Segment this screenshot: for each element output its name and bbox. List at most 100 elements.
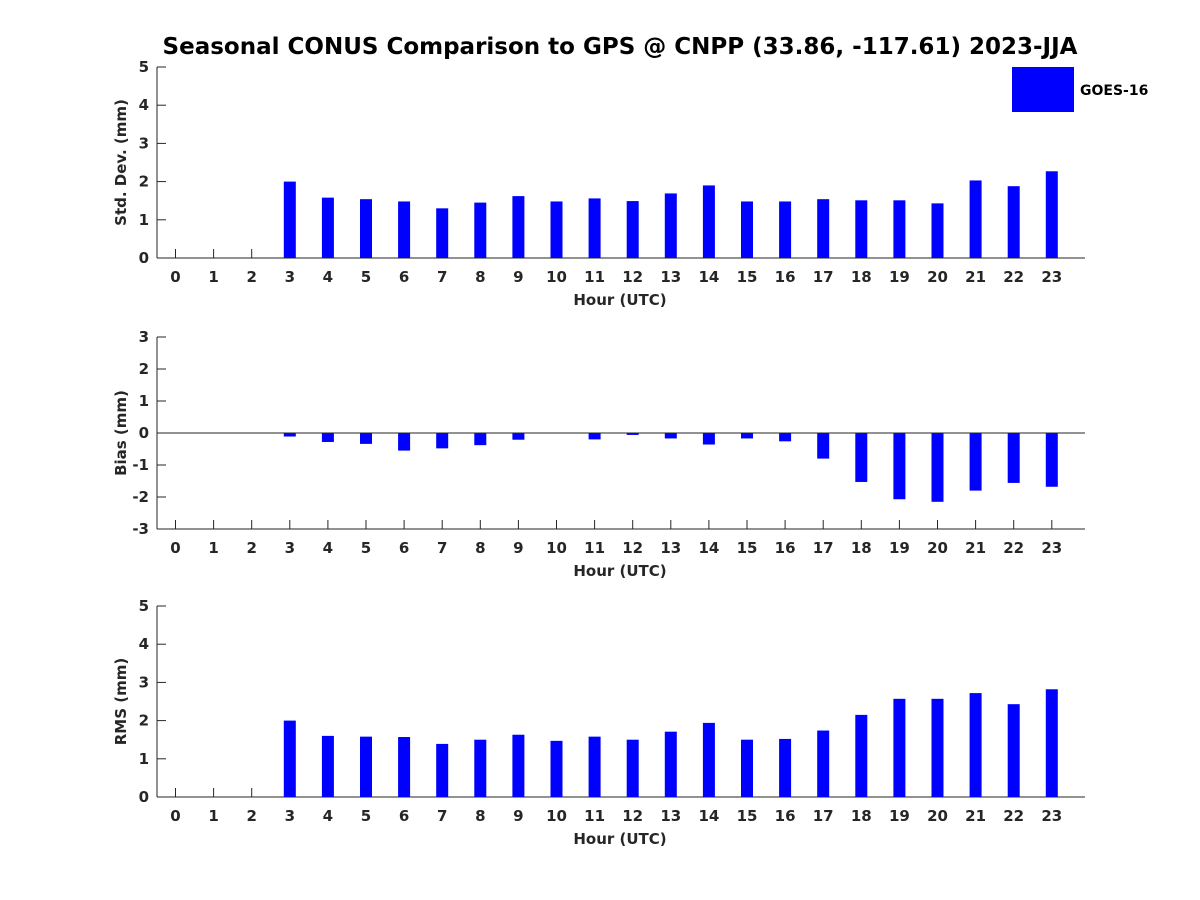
bar <box>588 736 601 797</box>
bar <box>702 722 715 797</box>
bar <box>436 743 449 797</box>
y-tick-label: 0 <box>139 788 149 806</box>
bar <box>931 698 944 797</box>
x-tick-label: 8 <box>475 268 485 286</box>
x-tick-label: 4 <box>323 539 333 557</box>
bar <box>398 737 411 797</box>
x-tick-label: 3 <box>285 807 295 825</box>
bar <box>321 735 334 797</box>
y-axis-label: Bias (mm) <box>112 390 130 476</box>
x-tick-label: 15 <box>737 268 758 286</box>
x-tick-label: 4 <box>323 807 333 825</box>
x-tick-label: 11 <box>584 539 605 557</box>
x-tick-label: 16 <box>775 539 796 557</box>
x-tick-label: 21 <box>965 268 986 286</box>
y-tick-label: 3 <box>139 134 149 152</box>
bar <box>283 181 296 258</box>
bar <box>1045 171 1058 258</box>
bar <box>931 203 944 258</box>
x-tick-label: 15 <box>737 807 758 825</box>
bar <box>664 731 677 797</box>
x-tick-label: 14 <box>698 268 719 286</box>
x-tick-label: 2 <box>246 268 256 286</box>
bar <box>360 199 372 258</box>
y-tick-label: -2 <box>132 488 149 506</box>
x-tick-label: 22 <box>1003 807 1024 825</box>
bar <box>512 196 525 258</box>
legend-label: GOES-16 <box>1080 83 1148 99</box>
bar <box>626 739 639 797</box>
bar <box>474 202 487 258</box>
bar <box>817 199 830 258</box>
bar <box>588 433 601 440</box>
x-tick-label: 13 <box>660 539 681 557</box>
x-axis-label: Hour (UTC) <box>573 830 666 848</box>
bar <box>512 734 525 797</box>
x-tick-label: 0 <box>170 807 180 825</box>
x-tick-label: 4 <box>323 268 333 286</box>
bar <box>588 198 601 258</box>
bar <box>436 208 449 258</box>
x-tick-label: 11 <box>584 807 605 825</box>
bar <box>855 714 868 797</box>
x-tick-label: 15 <box>737 539 758 557</box>
bar <box>283 433 296 437</box>
x-tick-label: 12 <box>622 807 643 825</box>
x-tick-label: 13 <box>660 268 681 286</box>
bar <box>779 738 792 797</box>
x-tick-label: 23 <box>1041 268 1062 286</box>
bar <box>474 739 487 797</box>
x-tick-label: 19 <box>889 807 910 825</box>
y-tick-label: 2 <box>139 360 149 378</box>
x-tick-label: 1 <box>208 268 218 286</box>
chart-title: Seasonal CONUS Comparison to GPS @ CNPP … <box>163 34 1078 60</box>
bar <box>893 200 906 258</box>
y-tick-label: 2 <box>139 173 149 191</box>
x-tick-label: 2 <box>246 539 256 557</box>
x-tick-label: 1 <box>208 807 218 825</box>
x-tick-label: 11 <box>584 268 605 286</box>
x-tick-label: 16 <box>775 807 796 825</box>
x-tick-label: 12 <box>622 268 643 286</box>
bar <box>969 433 982 491</box>
bar <box>893 698 906 797</box>
x-tick-label: 21 <box>965 539 986 557</box>
y-tick-label: 2 <box>139 712 149 730</box>
x-tick-label: 6 <box>399 807 409 825</box>
x-tick-label: 0 <box>170 268 180 286</box>
x-tick-label: 21 <box>965 807 986 825</box>
y-tick-label: 4 <box>139 635 149 653</box>
bar <box>283 720 296 797</box>
x-tick-label: 20 <box>927 268 948 286</box>
x-tick-label: 6 <box>399 268 409 286</box>
x-tick-label: 5 <box>361 268 371 286</box>
bar <box>817 433 830 459</box>
bar <box>398 433 411 451</box>
x-tick-label: 20 <box>927 539 948 557</box>
y-tick-label: 3 <box>139 673 149 691</box>
bar <box>931 433 944 502</box>
x-tick-label: 13 <box>660 807 681 825</box>
bar <box>741 739 753 797</box>
bar <box>626 201 639 258</box>
bar <box>512 433 525 440</box>
x-tick-label: 3 <box>285 539 295 557</box>
x-tick-label: 22 <box>1003 539 1024 557</box>
x-tick-label: 17 <box>813 539 834 557</box>
bar <box>321 197 334 258</box>
x-tick-label: 9 <box>513 268 523 286</box>
y-tick-label: 3 <box>139 328 149 346</box>
x-tick-label: 19 <box>889 268 910 286</box>
x-tick-label: 9 <box>513 807 523 825</box>
bar <box>1045 689 1058 797</box>
x-tick-label: 7 <box>437 807 447 825</box>
x-tick-label: 18 <box>851 268 872 286</box>
x-axis-label: Hour (UTC) <box>573 562 666 580</box>
bar <box>474 433 487 446</box>
x-tick-label: 8 <box>475 539 485 557</box>
y-tick-label: -1 <box>132 456 149 474</box>
x-tick-label: 18 <box>851 807 872 825</box>
